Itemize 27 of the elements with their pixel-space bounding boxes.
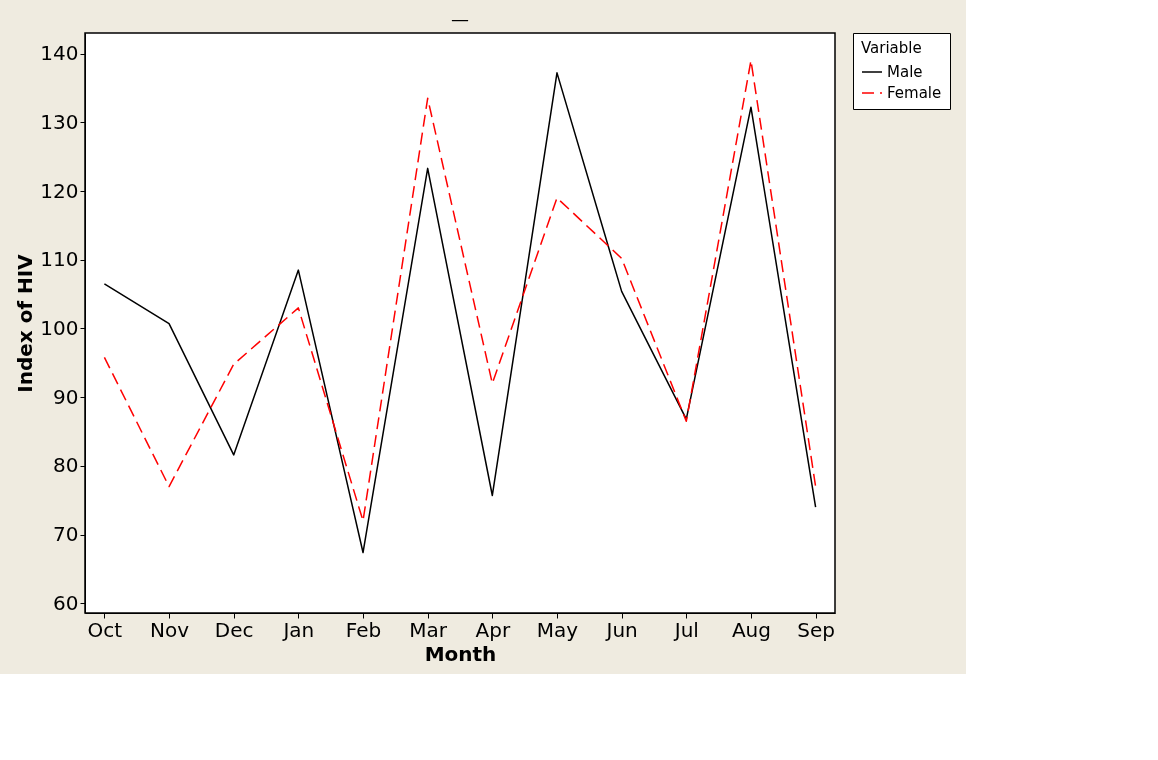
x-tick-label: Sep <box>797 617 835 642</box>
y-tick-label: 80 <box>53 453 79 478</box>
y-tick-label: 130 <box>40 109 79 134</box>
x-tick-label: Nov <box>150 617 190 642</box>
y-axis-title: Index of HIV <box>13 253 38 393</box>
y-tick-label: 120 <box>40 178 79 203</box>
x-axis-title: Month <box>424 641 497 666</box>
x-tick-label: Aug <box>731 617 771 642</box>
y-tick-label: 90 <box>53 384 79 409</box>
y-tick-label: 70 <box>53 522 79 547</box>
legend-title: Variable <box>861 39 922 57</box>
x-tick-label: Jan <box>281 617 315 642</box>
chart-title: — <box>451 7 469 29</box>
x-tick-label: Oct <box>87 617 123 642</box>
legend-label: Female <box>887 84 942 102</box>
x-tick-label: May <box>536 617 579 642</box>
x-tick-label: Dec <box>214 617 254 642</box>
x-tick-label: Feb <box>345 617 382 642</box>
x-tick-label: Jul <box>672 617 699 642</box>
legend-label: Male <box>887 63 923 81</box>
y-tick-label: 140 <box>40 41 79 66</box>
y-tick-label: 100 <box>40 316 79 340</box>
y-tick-label: 60 <box>53 590 79 615</box>
x-tick-label: Jun <box>604 617 638 642</box>
x-tick-label: Mar <box>409 617 448 642</box>
y-tick-label: 110 <box>40 247 79 272</box>
x-tick-label: Apr <box>475 617 511 642</box>
